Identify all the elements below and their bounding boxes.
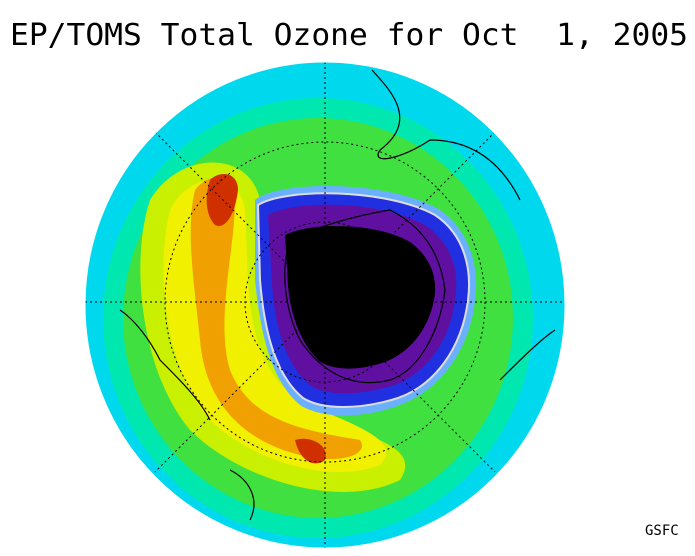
globe-outline bbox=[84, 61, 566, 549]
coastlines bbox=[119, 69, 556, 521]
credit: GSFC bbox=[645, 523, 679, 539]
ozone-max-patch bbox=[295, 438, 326, 464]
ozone-hole-core bbox=[285, 225, 436, 369]
map-title: EP/TOMS Total Ozone for Oct 1, 2005 bbox=[10, 18, 688, 53]
graticule bbox=[85, 62, 565, 548]
ozone-band-orange bbox=[190, 177, 362, 460]
globe bbox=[85, 62, 565, 548]
